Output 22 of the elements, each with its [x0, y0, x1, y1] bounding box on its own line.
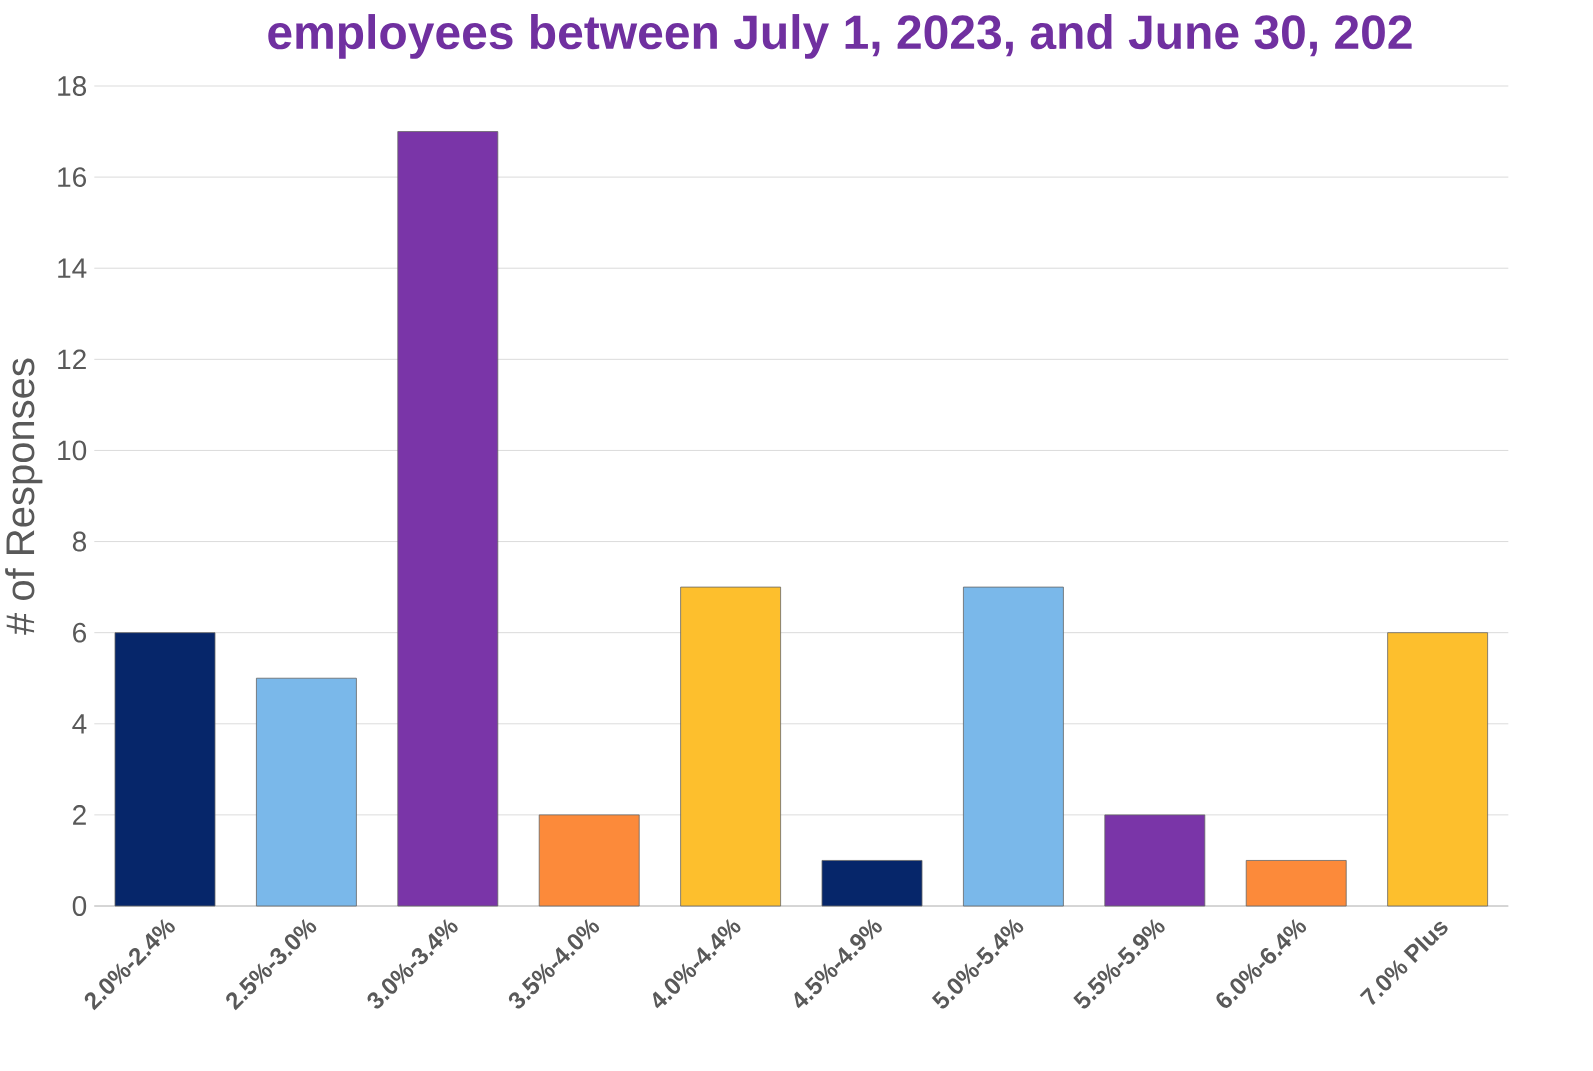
bar: [1245, 860, 1347, 907]
y-tick-label: 6: [73, 622, 86, 643]
y-tick-label: 10: [58, 440, 87, 461]
y-tick-label: 12: [58, 349, 86, 370]
bar: [821, 860, 923, 907]
y-tick-label: 16: [58, 167, 86, 188]
y-tick-label: 18: [58, 76, 87, 96]
bar: [1104, 814, 1206, 907]
bar: [114, 632, 216, 907]
bar: [397, 131, 499, 907]
bar: [1387, 632, 1489, 907]
y-tick-label: 2: [73, 805, 86, 825]
y-tick-label: 0: [72, 896, 87, 916]
bar: [680, 586, 782, 907]
chart-title: employees between July 1, 2023, and June 30, 202: [268, 14, 1412, 59]
y-tick-label: 14: [58, 258, 87, 278]
y-axis-title: # of Responses: [5, 358, 43, 635]
bar: [963, 586, 1064, 907]
bar: [256, 677, 357, 907]
y-tick-label: 4: [72, 714, 87, 734]
bar: [538, 814, 640, 907]
y-tick-label: 8: [72, 531, 87, 552]
